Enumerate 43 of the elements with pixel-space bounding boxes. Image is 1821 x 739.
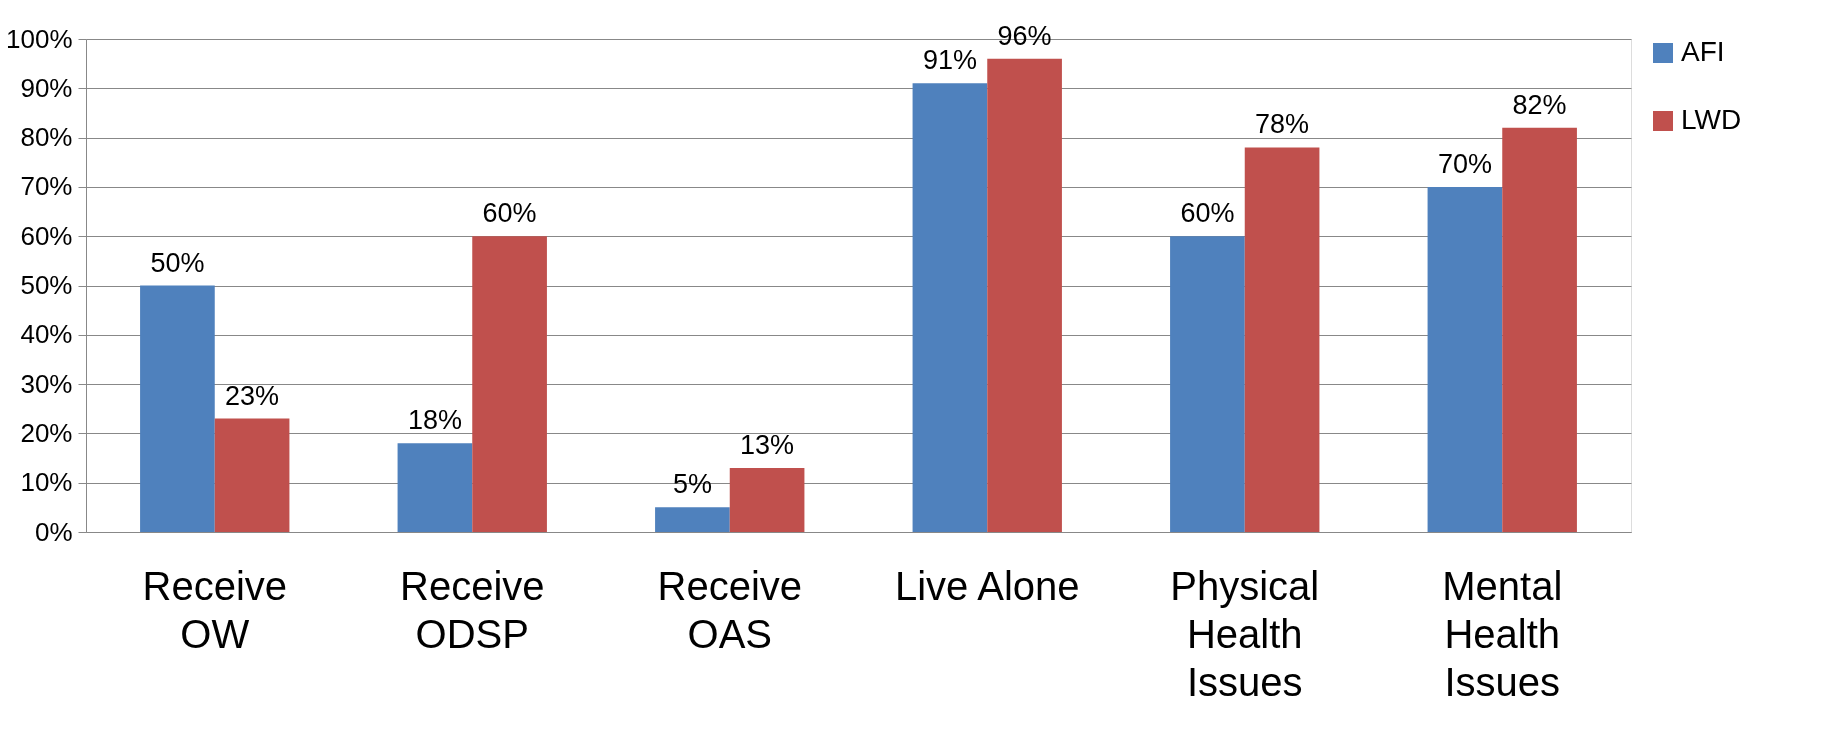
x-tick-label: Physical Health Issues bbox=[1170, 563, 1320, 704]
bar bbox=[655, 507, 730, 532]
bar bbox=[987, 58, 1062, 532]
y-tick-label: 40% bbox=[20, 319, 73, 350]
bar bbox=[397, 443, 473, 532]
y-tick-label: 20% bbox=[20, 417, 73, 448]
data-label: 13% bbox=[740, 429, 795, 460]
bar bbox=[912, 83, 988, 532]
x-tick-label: Mental Health Issues bbox=[1442, 563, 1563, 704]
y-tick-label: 0% bbox=[34, 516, 73, 547]
data-label: 96% bbox=[997, 20, 1052, 51]
data-label: 18% bbox=[407, 405, 462, 436]
bar bbox=[140, 285, 215, 532]
data-label: 23% bbox=[225, 380, 280, 411]
data-label: 60% bbox=[482, 198, 537, 229]
y-tick-label: 80% bbox=[20, 122, 73, 153]
y-tick-label: 70% bbox=[20, 171, 73, 202]
data-label: 60% bbox=[1180, 198, 1235, 229]
x-tick-label: Receive OAS bbox=[657, 563, 803, 656]
y-tick-label: 100% bbox=[6, 23, 73, 54]
data-label: 82% bbox=[1512, 89, 1567, 120]
data-label: 78% bbox=[1255, 109, 1310, 140]
x-tick-label: Receive ODSP bbox=[399, 563, 545, 656]
y-tick-label: 60% bbox=[20, 220, 73, 251]
bar bbox=[1427, 186, 1503, 532]
x-tick-label: Live Alone bbox=[894, 563, 1080, 608]
data-label: 70% bbox=[1437, 148, 1492, 179]
bar bbox=[729, 467, 805, 532]
data-label: 50% bbox=[150, 247, 205, 278]
bar bbox=[214, 418, 290, 532]
legend-label: AFI bbox=[1681, 36, 1725, 67]
bar bbox=[1502, 127, 1577, 532]
y-tick-label: 90% bbox=[20, 72, 73, 103]
y-tick-label: 50% bbox=[20, 270, 73, 300]
y-tick-label: 30% bbox=[20, 368, 73, 399]
bar bbox=[1244, 147, 1320, 532]
x-tick-label: Receive OW bbox=[142, 563, 288, 656]
data-label: 5% bbox=[672, 469, 712, 500]
legend-label: LWD bbox=[1681, 104, 1742, 135]
y-tick-label: 10% bbox=[20, 467, 73, 498]
bar bbox=[472, 236, 547, 532]
bar bbox=[1170, 236, 1245, 532]
data-label: 91% bbox=[922, 45, 977, 76]
